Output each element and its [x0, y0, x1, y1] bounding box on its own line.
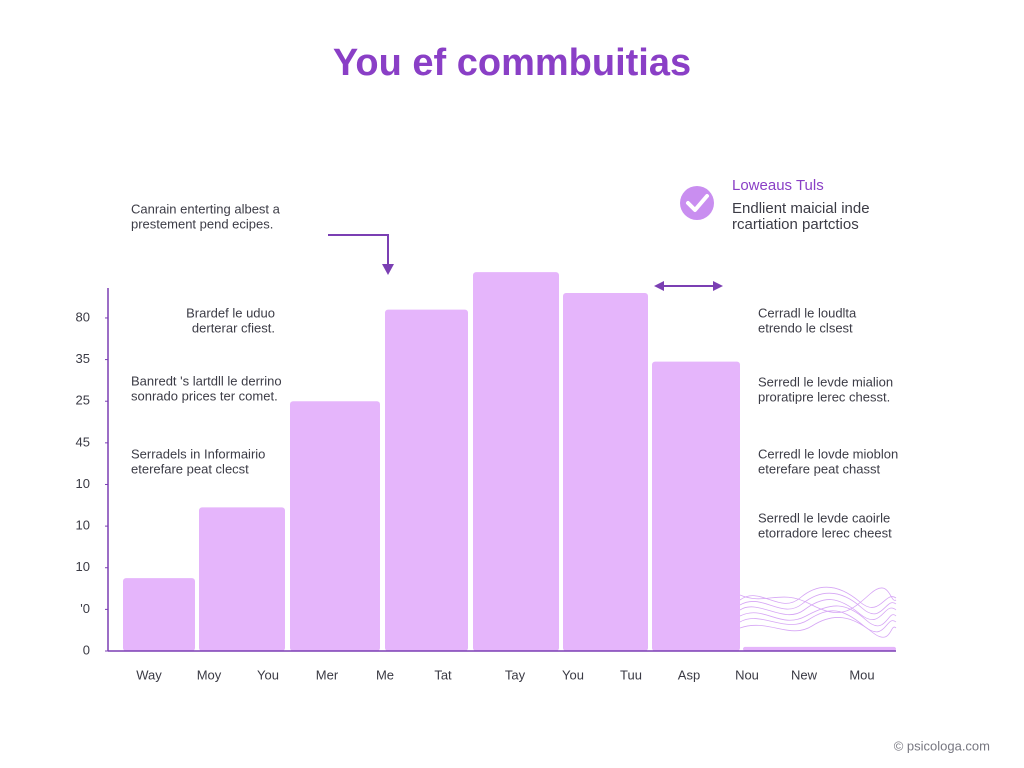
y-tick-label: 10	[76, 476, 90, 491]
annotation: Banredt 's lartdll le derrino	[131, 373, 282, 388]
x-tick-label: Asp	[678, 667, 700, 682]
annotation: Serredl le levde caoirle	[758, 510, 890, 525]
annotation: derterar cfiest.	[192, 320, 275, 335]
x-tick-label: Tuu	[620, 667, 642, 682]
annotation: Brardef le uduo	[186, 305, 275, 320]
bar	[290, 401, 380, 651]
check-mark	[686, 194, 709, 212]
bar	[563, 292, 648, 651]
annotation: etorradore lerec cheest	[758, 525, 892, 540]
bar	[743, 646, 896, 651]
x-tick-label: Me	[376, 667, 394, 682]
chart-title: You ef commbuitias	[333, 42, 691, 84]
annotation: eterefare peat chasst	[758, 461, 881, 476]
annotation: prestement pend ecipes.	[131, 216, 273, 231]
x-tick-label: Mou	[849, 667, 874, 682]
x-tick-label: You	[562, 667, 584, 682]
x-tick-label: Nou	[735, 667, 759, 682]
legend-icon	[680, 186, 714, 220]
y-tick-label: 25	[76, 393, 90, 408]
x-tick-label: Mer	[316, 667, 339, 682]
y-tick-label: 35	[76, 351, 90, 366]
arrow	[328, 234, 389, 270]
y-tick-label: 45	[76, 434, 90, 449]
bar	[123, 578, 195, 651]
annotation: Cerradl le loudlta	[758, 305, 857, 320]
arrow-head	[654, 281, 664, 291]
annotation: etrendo le clsest	[758, 320, 853, 335]
wave-lines	[739, 586, 897, 638]
annotation: Cerredl le lovde mioblon	[758, 446, 898, 461]
x-tick-label: New	[791, 667, 818, 682]
arrow-head	[713, 281, 723, 291]
annotation: sonrado prices ter comet.	[131, 388, 278, 403]
x-tick-label: Tay	[505, 667, 526, 682]
bar	[385, 309, 468, 651]
legend-text: Endlient maicial inde	[732, 200, 870, 217]
y-tick-label: 10	[76, 559, 90, 574]
x-tick-label: Way	[136, 667, 162, 682]
annotation: eterefare peat clecst	[131, 461, 249, 476]
y-tick-label: 0	[83, 642, 90, 657]
y-tick-label: 80	[76, 309, 90, 324]
y-tick-label: 10	[76, 518, 90, 533]
x-tick-label: Moy	[197, 667, 222, 682]
y-tick-label: '0	[80, 601, 90, 616]
arrow-head	[382, 264, 394, 275]
legend-title: Loweaus Tuls	[732, 177, 824, 194]
bar	[652, 361, 740, 651]
annotation: proratipre lerec chesst.	[758, 389, 890, 404]
bar	[199, 507, 285, 651]
legend-text: rcartiation partctios	[732, 216, 859, 233]
footer: © psicologa.com	[894, 738, 990, 753]
x-tick-label: You	[257, 667, 279, 682]
annotation: Serredl le levde mialion	[758, 374, 893, 389]
annotation: Canrain enterting albest a	[131, 201, 281, 216]
x-tick-label: Tat	[434, 667, 452, 682]
bar	[473, 272, 559, 651]
annotation: Serradels in Informairio	[131, 446, 265, 461]
